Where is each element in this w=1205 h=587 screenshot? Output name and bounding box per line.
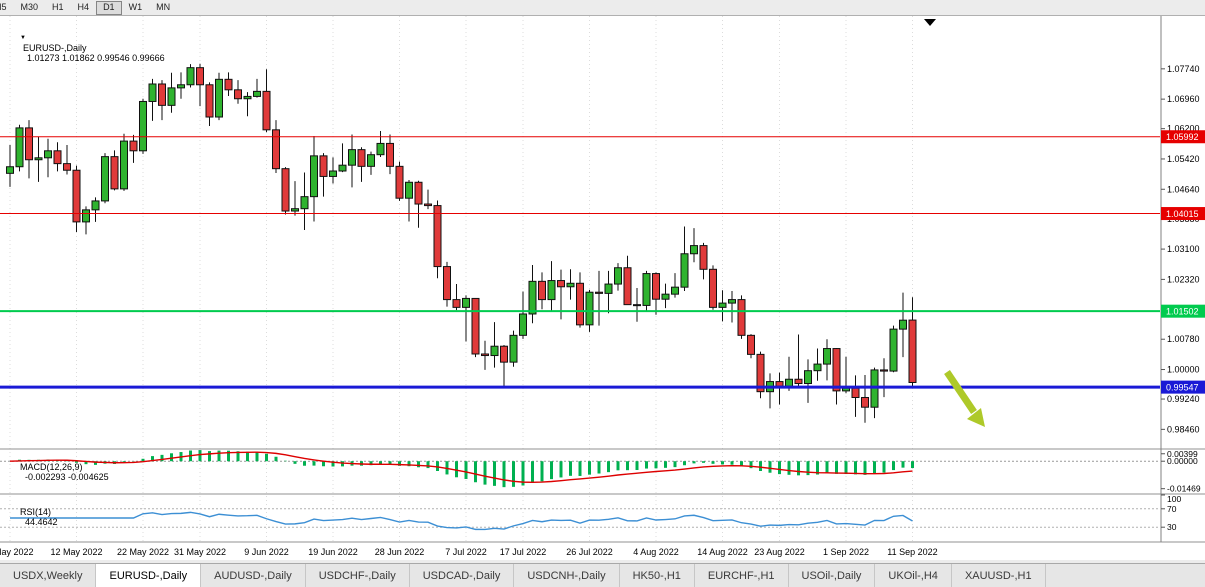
date-label: 9 Jun 2022 bbox=[244, 547, 289, 557]
tab-usdcad-daily[interactable]: USDCAD-,Daily bbox=[409, 564, 515, 587]
price-axis[interactable]: 1.077401.069601.062001.054201.046401.038… bbox=[1160, 16, 1205, 542]
tab-usdcnh-daily[interactable]: USDCNH-,Daily bbox=[514, 564, 620, 587]
tab-usoil-daily[interactable]: USOil-,Daily bbox=[788, 564, 876, 587]
date-label: 26 Jul 2022 bbox=[566, 547, 613, 557]
date-label: 11 Sep 2022 bbox=[887, 547, 937, 557]
hline-price-tag-label: 0.99547 bbox=[1166, 383, 1199, 393]
tab-usdx-weekly[interactable]: USDX,Weekly bbox=[0, 564, 97, 587]
macd-axis-label: -0.01469 bbox=[1167, 484, 1201, 494]
date-axis[interactable]: 3 May 2022 12 May 2022 22 May 2022 31 May 2… bbox=[0, 547, 938, 557]
tab-eurusd-daily[interactable]: EURUSD-,Daily bbox=[96, 564, 202, 587]
hline-price-tag-label: 1.05992 bbox=[1166, 132, 1199, 142]
price-axis-label: 0.98460 bbox=[1167, 424, 1200, 434]
hline-price-tag-label: 1.01502 bbox=[1166, 307, 1199, 317]
down-arrow-head[interactable] bbox=[967, 408, 985, 427]
date-label: 4 Aug 2022 bbox=[633, 547, 679, 557]
price-axis-label: 1.02320 bbox=[1167, 274, 1200, 284]
tab-eurchf-h1[interactable]: EURCHF-,H1 bbox=[694, 564, 789, 587]
hline-price-tag bbox=[1161, 207, 1205, 221]
price-axis-label: 1.00000 bbox=[1167, 365, 1200, 375]
rsi-axis-label: 70 bbox=[1167, 504, 1177, 514]
date-label: 12 May 2022 bbox=[50, 547, 102, 557]
macd-axis-label: 0.00399 bbox=[1167, 449, 1198, 459]
timeframe-toolbar: M5 M30 H1 H4 D1 W1 MN bbox=[0, 0, 1205, 16]
chart-svg[interactable]: 3 May 2022 12 May 2022 22 May 2022 31 May 2… bbox=[0, 16, 1205, 560]
date-label: 3 May 2022 bbox=[0, 547, 34, 557]
price-axis-label: 1.07740 bbox=[1167, 64, 1200, 74]
timeframe-button-w1[interactable]: W1 bbox=[128, 1, 143, 12]
price-axis-label: 0.99240 bbox=[1167, 394, 1200, 404]
horizontal-lines[interactable] bbox=[0, 136, 1160, 389]
tab-ukoil-h4[interactable]: UKOil-,H4 bbox=[875, 564, 952, 587]
hline-price-tag bbox=[1161, 380, 1205, 394]
date-label: 28 Jun 2022 bbox=[375, 547, 425, 557]
timeframe-button-m30[interactable]: M30 bbox=[20, 1, 39, 12]
date-label: 23 Aug 2022 bbox=[754, 547, 805, 557]
chart-area[interactable]: 3 May 2022 12 May 2022 22 May 2022 31 May 2… bbox=[0, 16, 1205, 560]
annotations[interactable] bbox=[924, 19, 985, 427]
price-axis-label: 1.04640 bbox=[1167, 184, 1200, 194]
timeframe-button-h1[interactable]: H1 bbox=[52, 1, 64, 12]
hline-price-tag bbox=[1161, 304, 1205, 318]
price-axis-label: 1.03100 bbox=[1167, 244, 1200, 254]
hline-price-tag-label: 1.04015 bbox=[1166, 209, 1199, 219]
timeframe-button-mn[interactable]: MN bbox=[156, 1, 171, 12]
rsi-axis-label: 100 bbox=[1167, 494, 1181, 504]
rsi-line bbox=[10, 511, 913, 531]
price-axis-label: 1.05420 bbox=[1167, 154, 1200, 164]
gridlines bbox=[9, 16, 913, 542]
date-label: 22 May 2022 bbox=[117, 547, 169, 557]
tab-audusd-daily[interactable]: AUDUSD-,Daily bbox=[201, 564, 306, 587]
hline-price-tag bbox=[1161, 130, 1205, 144]
macd-signal-line bbox=[9, 451, 913, 483]
symbol-tabbar: USDX,Weekly EURUSD-,Daily AUDUSD-,Daily USD… bbox=[0, 563, 1205, 587]
down-arrow-shaft[interactable] bbox=[944, 370, 977, 414]
date-label: 7 Jul 2022 bbox=[445, 547, 487, 557]
tab-usdchf-daily[interactable]: USDCHF-,Daily bbox=[305, 564, 410, 587]
price-axis-label: 1.00780 bbox=[1167, 334, 1200, 344]
date-label: 14 Aug 2022 bbox=[697, 547, 748, 557]
tab-hk50-h1[interactable]: HK50-,H1 bbox=[619, 564, 695, 587]
macd-axis-label: 0.00000 bbox=[1167, 456, 1198, 466]
date-label: 1 Sep 2022 bbox=[823, 547, 869, 557]
date-label: 17 Jul 2022 bbox=[500, 547, 547, 557]
chart-shift-marker-icon[interactable] bbox=[924, 19, 936, 26]
rsi-axis-label: 30 bbox=[1167, 522, 1177, 532]
timeframe-button-m5[interactable]: M5 bbox=[0, 1, 7, 12]
date-label: 31 May 2022 bbox=[174, 547, 226, 557]
date-label: 19 Jun 2022 bbox=[308, 547, 358, 557]
price-axis-label: 1.06960 bbox=[1167, 94, 1200, 104]
tab-xauusd-h1[interactable]: XAUUSD-,H1 bbox=[951, 564, 1046, 587]
timeframe-button-h4[interactable]: H4 bbox=[77, 1, 90, 12]
candles bbox=[6, 63, 917, 423]
timeframe-button-d1[interactable]: D1 bbox=[96, 0, 122, 15]
price-axis-label: 1.06200 bbox=[1167, 124, 1200, 134]
